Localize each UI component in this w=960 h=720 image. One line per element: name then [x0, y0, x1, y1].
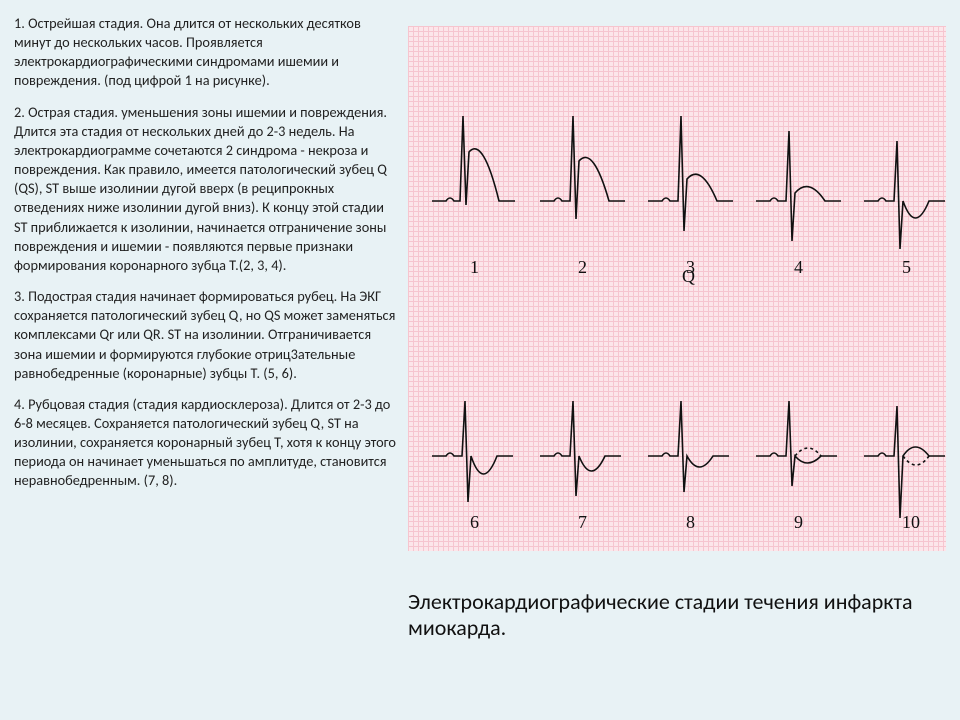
q-wave-label: Q — [682, 266, 695, 287]
paragraph-1: 1. Острейшая стадия. Она длится от неско… — [14, 14, 398, 91]
ecg-complex-label: 4 — [794, 257, 803, 278]
ecg-complex-label: 5 — [902, 257, 911, 278]
ecg-complex-label: 1 — [470, 257, 479, 278]
paragraph-2: 2. Острая стадия. уменьшения зоны ишемии… — [14, 103, 398, 275]
ecg-complex-label: 2 — [578, 257, 587, 278]
paragraph-4: 4. Рубцовая стадия (стадия кардиосклероз… — [14, 395, 398, 491]
figure-caption: Электрокардиографические стадии течения … — [408, 589, 946, 642]
ecg-complex-label: 6 — [470, 512, 479, 533]
ecg-complex-label: 8 — [686, 512, 695, 533]
ecg-traces — [408, 26, 946, 551]
ecg-complex-label: 7 — [578, 512, 587, 533]
figure-column: 12345678910Q Электрокардиографические ст… — [408, 0, 960, 720]
text-column: 1. Острейшая стадия. Она длится от неско… — [0, 0, 408, 720]
paragraph-3: 3. Подострая стадия начинает формировать… — [14, 287, 398, 383]
ecg-complex-label: 10 — [902, 512, 920, 533]
ecg-complex-label: 9 — [794, 512, 803, 533]
ecg-panel: 12345678910Q — [408, 26, 946, 551]
